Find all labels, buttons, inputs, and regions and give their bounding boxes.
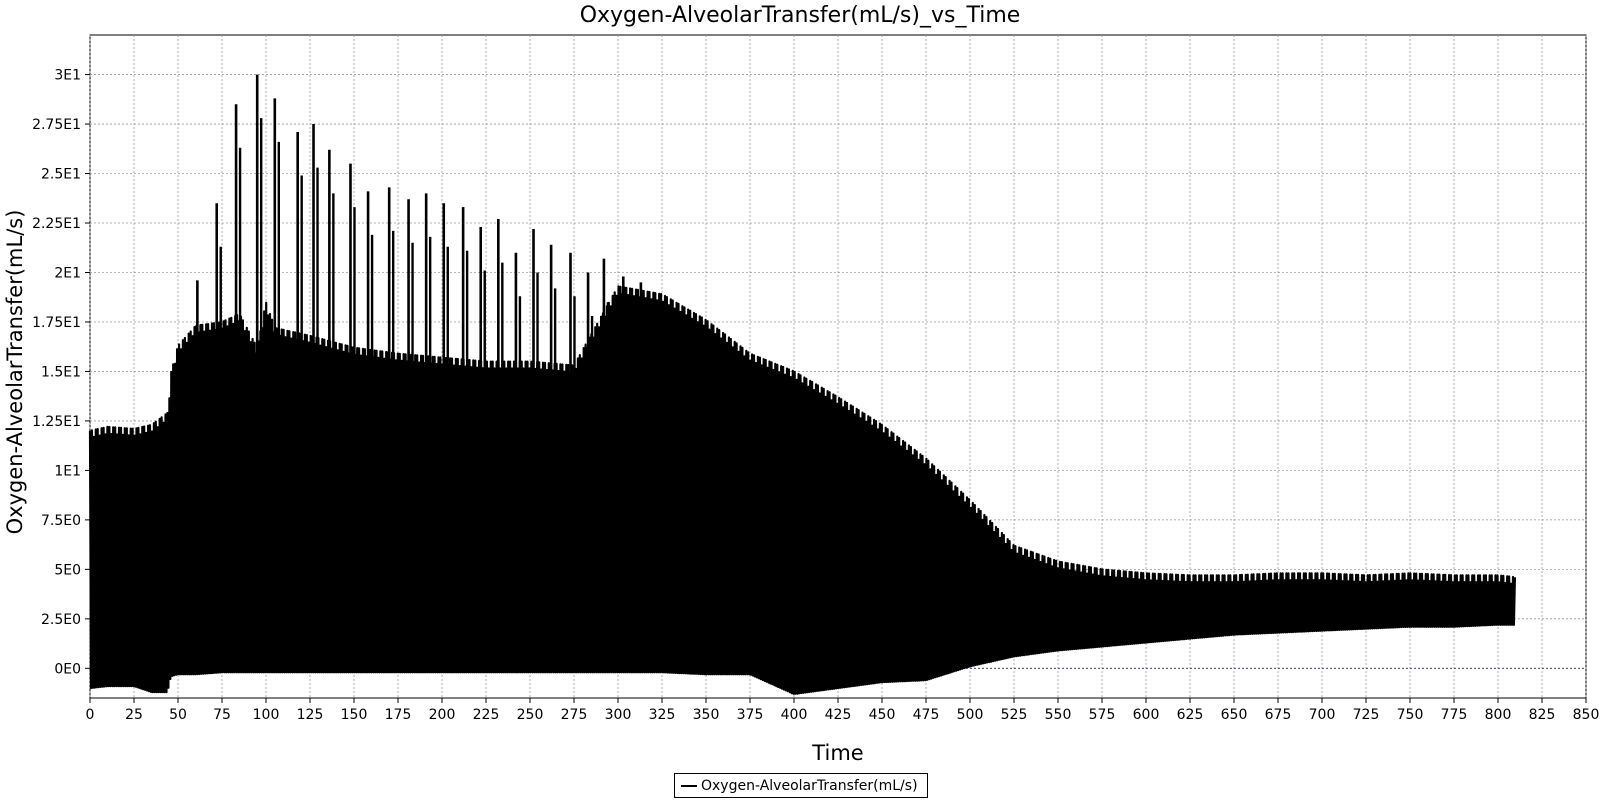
y-tick-label: 2.75E1 [32, 117, 81, 133]
y-tick-label: 2.25E1 [32, 216, 81, 232]
y-axis-label: Oxygen-AlveolarTransfer(mL/s) [3, 210, 27, 535]
x-tick-label: 350 [693, 707, 720, 723]
y-tick-label: 2.5E0 [41, 612, 81, 628]
y-tick-label: 0E0 [54, 661, 81, 677]
x-tick-label: 625 [1177, 707, 1204, 723]
x-tick-label: 450 [869, 707, 896, 723]
x-tick-label: 575 [1089, 707, 1116, 723]
y-tick-label: 3E1 [54, 68, 81, 84]
x-tick-label: 825 [1529, 707, 1556, 723]
series-line [88, 285, 1516, 695]
x-tick-label: 775 [1441, 707, 1468, 723]
x-tick-label: 650 [1221, 707, 1248, 723]
x-tick-label: 700 [1309, 707, 1336, 723]
x-tick-label: 100 [253, 707, 280, 723]
x-tick-label: 175 [385, 707, 412, 723]
x-tick-label: 725 [1353, 707, 1380, 723]
y-tick-label: 2.5E1 [41, 167, 81, 183]
x-tick-label: 125 [297, 707, 324, 723]
legend-swatch [681, 784, 697, 787]
x-tick-label: 675 [1265, 707, 1292, 723]
x-tick-label: 525 [1001, 707, 1028, 723]
x-tick-label: 375 [737, 707, 764, 723]
x-tick-label: 0 [86, 707, 95, 723]
x-tick-label: 475 [913, 707, 940, 723]
x-axis-label: Time [811, 741, 863, 765]
x-tick-label: 250 [517, 707, 544, 723]
legend-label: Oxygen-AlveolarTransfer(mL/s) [701, 777, 918, 794]
x-tick-label: 325 [649, 707, 676, 723]
chart-title: Oxygen-AlveolarTransfer(mL/s)_vs_Time [580, 3, 1021, 28]
y-tick-label: 1.5E1 [41, 364, 81, 380]
x-tick-label: 225 [473, 707, 500, 723]
y-tick-label: 1.75E1 [32, 315, 81, 331]
legend: Oxygen-AlveolarTransfer(mL/s) [674, 773, 928, 798]
x-tick-label: 300 [605, 707, 632, 723]
y-tick-label: 1.25E1 [32, 414, 81, 430]
y-axis: 0E0 2.5E0 5E0 7.5E0 1E1 1.25E1 1.5E1 1.75E1 2E1 2… [32, 68, 90, 677]
x-tick-label: 600 [1133, 707, 1160, 723]
x-tick-label: 750 [1397, 707, 1424, 723]
x-tick-label: 400 [781, 707, 808, 723]
x-tick-label: 150 [341, 707, 368, 723]
y-tick-label: 7.5E0 [41, 513, 81, 529]
x-tick-label: 25 [125, 707, 143, 723]
x-tick-label: 200 [429, 707, 456, 723]
x-tick-label: 425 [825, 707, 852, 723]
y-tick-label: 2E1 [54, 265, 81, 281]
y-tick-label: 5E0 [54, 562, 81, 578]
x-axis: 0 25 50 75 100 125 150 175 200 225 250 275 300 325 350… [86, 698, 1600, 723]
x-tick-label: 850 [1573, 707, 1600, 723]
x-tick-label: 75 [213, 707, 231, 723]
x-tick-label: 50 [169, 707, 187, 723]
x-tick-label: 800 [1485, 707, 1512, 723]
x-tick-label: 275 [561, 707, 588, 723]
x-tick-label: 550 [1045, 707, 1072, 723]
plot-area [88, 74, 1516, 695]
x-tick-label: 500 [957, 707, 984, 723]
y-tick-label: 1E1 [54, 463, 81, 479]
